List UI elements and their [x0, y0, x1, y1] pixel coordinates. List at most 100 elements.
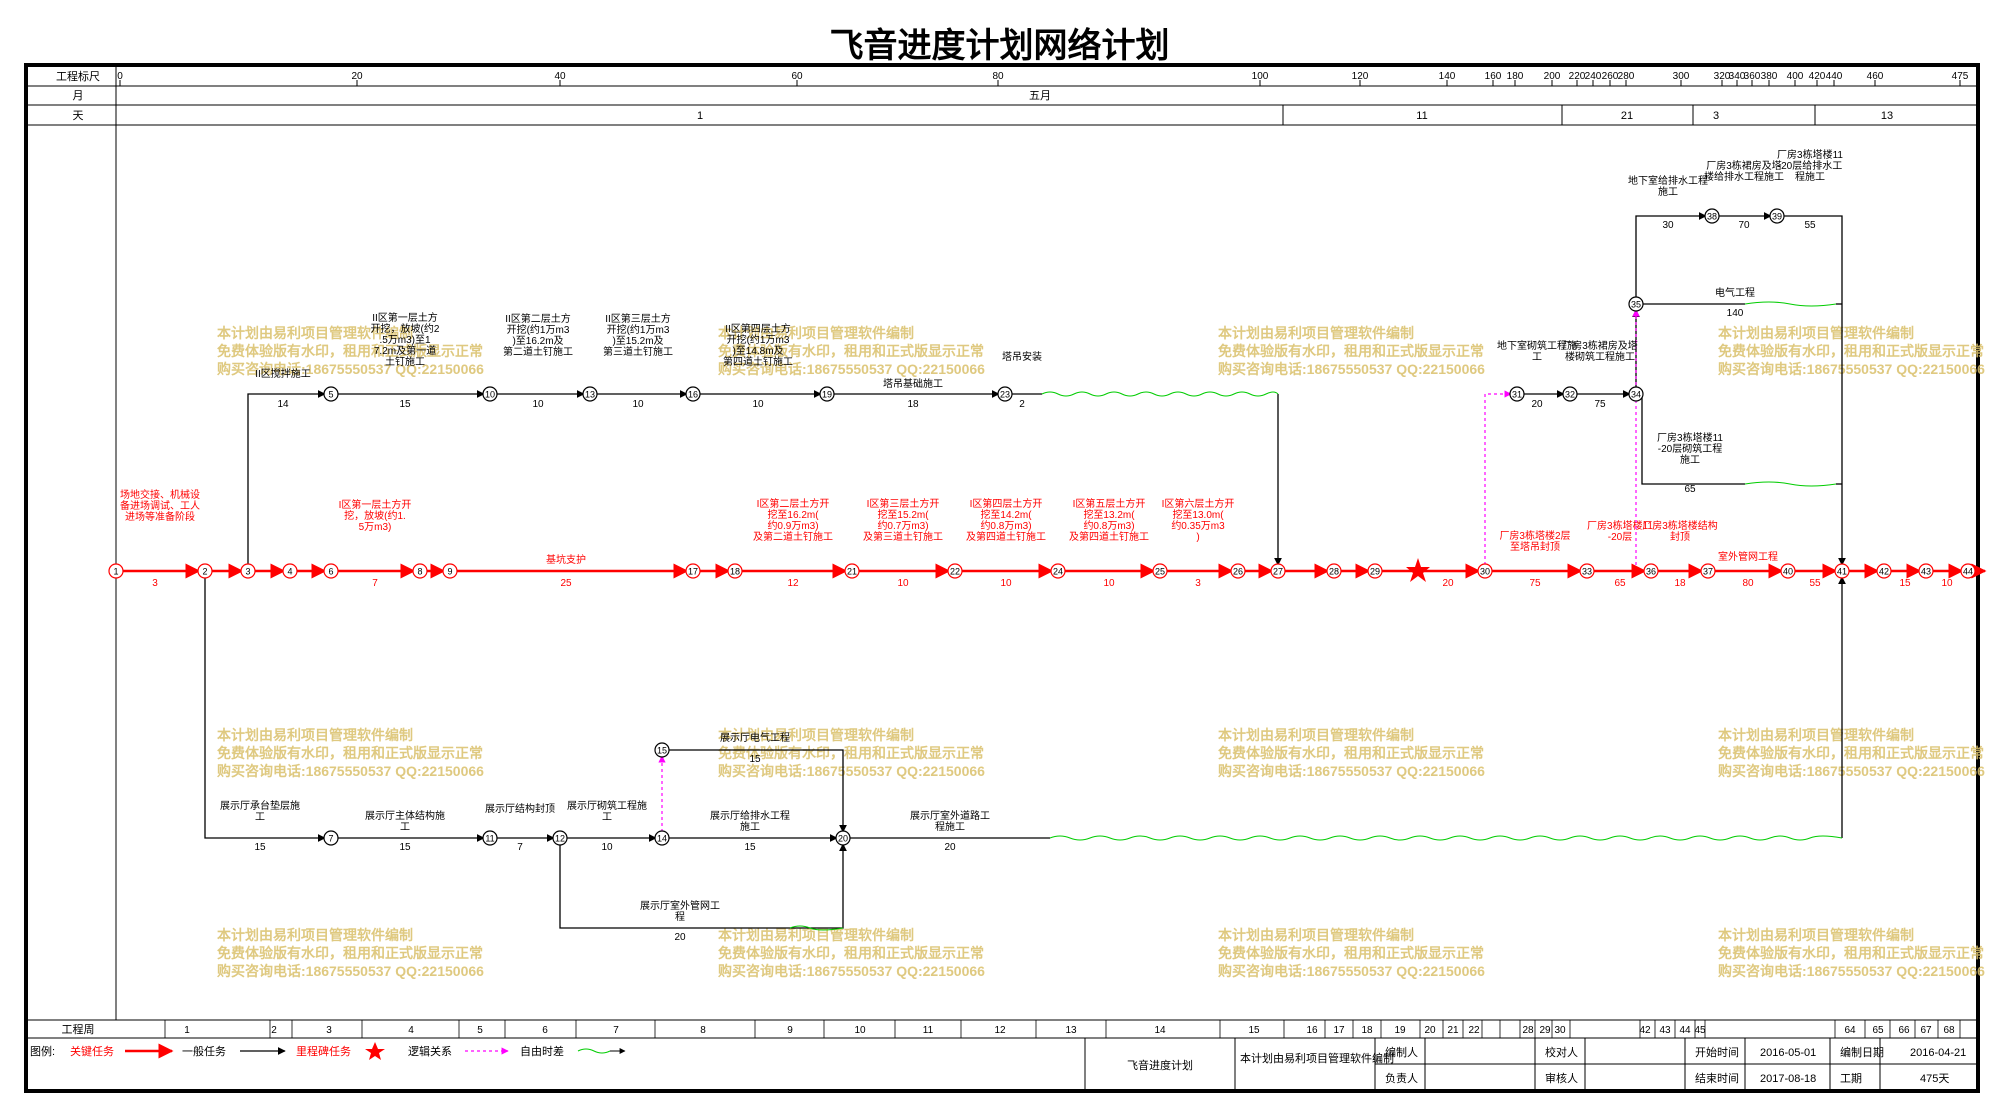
- week-cell: 43: [1659, 1025, 1671, 1036]
- watermark-text: 本计划由易利项目管理软件编制: [217, 325, 413, 341]
- week-cell: 18: [1361, 1025, 1373, 1036]
- task-label: 塔吊安装: [1002, 350, 1042, 363]
- task-label: 70: [1738, 220, 1750, 231]
- week-label: 工程周: [62, 1023, 95, 1036]
- scale-tick-label: 100: [1252, 71, 1269, 82]
- page-title: 飞音进度计划网络计划: [829, 26, 1170, 66]
- watermark-text: 本计划由易利项目管理软件编制: [718, 325, 914, 341]
- scale-tick-label: 300: [1673, 71, 1690, 82]
- node-circle: [323, 563, 339, 579]
- footer-table: [1084, 1038, 1978, 1091]
- task-label: 室外管网工程: [1718, 550, 1778, 563]
- watermark-text: 本计划由易利项目管理软件编制: [1218, 325, 1414, 341]
- task-label: I区第五层土方开挖至13.2m(约0.8万m3)及第四道土钉施工: [1069, 497, 1149, 543]
- legend-float: 自由时差: [520, 1044, 564, 1058]
- node-circle: [1270, 563, 1286, 579]
- watermark-text: 免费体验版有水印，租用和正式版显示正常: [217, 745, 483, 761]
- scale-tick-label: 220: [1569, 71, 1586, 82]
- week-cell: 64: [1844, 1025, 1856, 1036]
- node-circle: [1628, 386, 1644, 402]
- watermark-text: 购买咨询电话:18675550537 QQ:22150066: [1718, 361, 1985, 377]
- week-cell: 68: [1943, 1025, 1955, 1036]
- task-label: 80: [1742, 578, 1754, 589]
- task-label: I区第三层土方开挖至15.2m(约0.7万m3)及第三道土钉施工: [863, 497, 943, 543]
- node-id: 11: [485, 834, 494, 844]
- node-id: 10: [485, 390, 495, 400]
- node-id: 34: [1631, 390, 1641, 400]
- task-label: 75: [1529, 578, 1541, 589]
- node-circle: [108, 563, 124, 579]
- task-label: 20: [1442, 578, 1454, 589]
- watermark-text: 免费体验版有水印，租用和正式版显示正常: [1718, 745, 1984, 761]
- node-circle: [819, 386, 835, 402]
- task-label: 65: [1614, 578, 1626, 589]
- node-id: 20: [838, 834, 848, 844]
- milestone-star-icon: [1406, 558, 1430, 582]
- scale-tick-label: 200: [1544, 71, 1561, 82]
- task-label: 电气工程: [1715, 286, 1755, 299]
- footer-owner-key: 负责人: [1385, 1071, 1418, 1085]
- task-label: 14: [277, 399, 289, 410]
- node-id: 16: [688, 390, 698, 400]
- month-label: 月: [73, 90, 84, 102]
- footer-plan-name: 飞音进度计划: [1127, 1058, 1193, 1072]
- week-cell: 65: [1872, 1025, 1884, 1036]
- node-id: 26: [1233, 567, 1243, 577]
- node-circle: [654, 830, 670, 846]
- node-circle: [1876, 563, 1892, 579]
- task-label: 55: [1809, 578, 1821, 589]
- node-circle: [442, 563, 458, 579]
- node-circle: [1579, 563, 1595, 579]
- scale-tick-label: 240: [1585, 71, 1602, 82]
- week-cell: 44: [1679, 1025, 1691, 1036]
- node-id: 5: [328, 390, 333, 400]
- node-id: 32: [1565, 390, 1575, 400]
- watermark-text: 本计划由易利项目管理软件编制: [1718, 325, 1914, 341]
- watermark-text: 免费体验版有水印，租用和正式版显示正常: [1218, 745, 1484, 761]
- node-circle: [482, 830, 498, 846]
- node-circle: [685, 563, 701, 579]
- node-circle: [1152, 563, 1168, 579]
- week-cell: 1: [184, 1025, 190, 1036]
- week-cells: 1 2 3 4 5 6 7 8 9 10 11 12 13 14 15 16 17 18 19 20 21 22 28 29 3…: [164, 1020, 1961, 1038]
- node-id: 39: [1772, 212, 1782, 222]
- footer-software: 本计划由易利项目管理软件编制: [1240, 1051, 1394, 1065]
- watermark-text: 购买咨询电话:18675550537 QQ:22150066: [1218, 361, 1485, 377]
- legend-logic: 逻辑关系: [408, 1044, 452, 1058]
- task-label: 65: [1684, 484, 1696, 495]
- node-circle: [1960, 563, 1976, 579]
- node-circle: [323, 386, 339, 402]
- task-label: 15: [399, 842, 411, 853]
- node-circle: [1643, 563, 1659, 579]
- node-id: 35: [1631, 300, 1641, 310]
- node-id: 7: [328, 834, 333, 844]
- watermark-text: 购买咨询电话:18675550537 QQ:22150066: [1718, 763, 1985, 779]
- task-label: 7: [517, 842, 523, 853]
- watermark-text: 购买咨询电话:18675550537 QQ:22150066: [217, 963, 484, 979]
- day-cell: 3: [1713, 110, 1719, 122]
- task-label: 厂房3栋塔楼结构封顶: [1642, 519, 1718, 543]
- node-id: 2: [202, 567, 207, 577]
- watermark-text: 本计划由易利项目管理软件编制: [1218, 727, 1414, 743]
- watermark-text: 本计划由易利项目管理软件编制: [217, 927, 413, 943]
- task-label: 塔吊基础施工: [883, 377, 943, 390]
- node-id: 18: [730, 567, 740, 577]
- task-label: II区第四层土方开挖(约1万m3)至14.8m及第四道土钉施工: [723, 322, 793, 368]
- node-id: 43: [1921, 567, 1931, 577]
- week-cell: 45: [1694, 1025, 1706, 1036]
- legend: 图例: 关键任务 一般任务 里程碑任务 逻辑关系 自由时差: [30, 1042, 626, 1060]
- footer-date-key: 编制日期: [1840, 1045, 1884, 1059]
- task-label: 20: [1531, 399, 1543, 410]
- logic-links: [658, 309, 1640, 832]
- task-label: 15: [254, 842, 266, 853]
- node-circle: [412, 563, 428, 579]
- footer-end-key: 结束时间: [1695, 1072, 1739, 1085]
- scale-tick-label: 260: [1602, 71, 1619, 82]
- node-circle: [1509, 386, 1525, 402]
- footer-duration-value: 475天: [1920, 1073, 1949, 1085]
- node-circle: [240, 563, 256, 579]
- task-label: 15: [1899, 578, 1911, 589]
- task-label: 展示厅给排水工程施工: [710, 809, 790, 833]
- week-cell: 66: [1898, 1025, 1910, 1036]
